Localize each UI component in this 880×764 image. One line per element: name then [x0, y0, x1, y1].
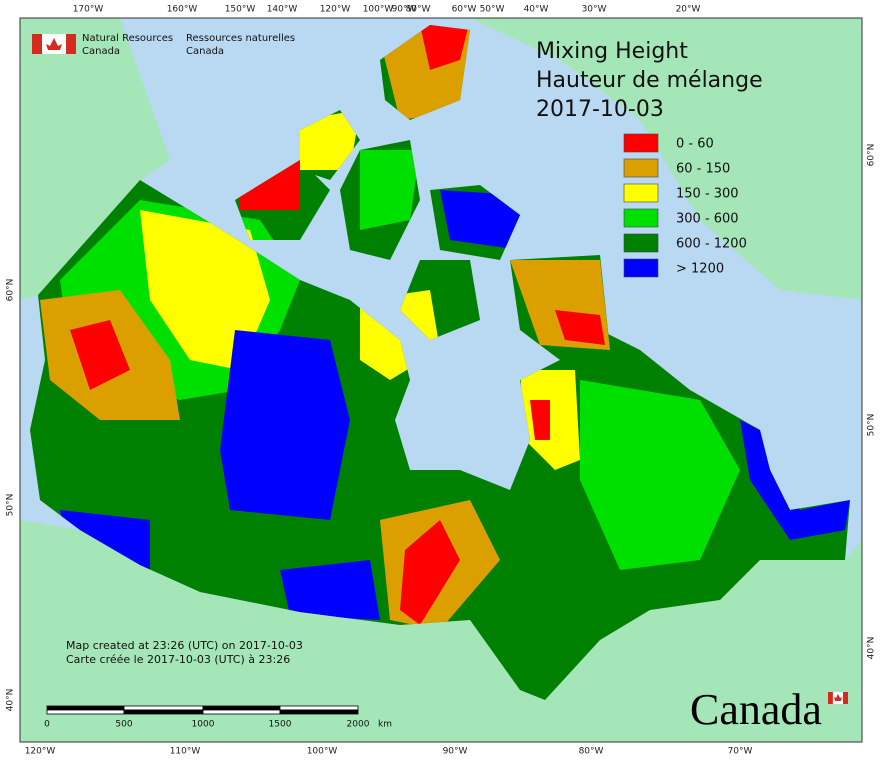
scale-label: 500	[115, 720, 132, 730]
latitude-label: 50°N	[6, 494, 16, 517]
map-title: Mixing Height	[536, 39, 688, 64]
canada-wordmark: Canada	[690, 685, 822, 734]
longitude-label: 150°W	[225, 5, 256, 15]
zone	[360, 150, 420, 230]
legend-swatch	[623, 233, 659, 253]
map-title: 2017-10-03	[536, 97, 664, 122]
zone	[220, 330, 350, 520]
agency-en: Natural Resources	[82, 33, 173, 44]
agency-fr: Canada	[186, 46, 224, 57]
longitude-label: 30°W	[582, 5, 607, 15]
longitude-label: 140°W	[267, 5, 298, 15]
longitude-label: 120°W	[320, 5, 351, 15]
longitude-label: 100°W	[363, 5, 394, 15]
legend-swatch	[623, 133, 659, 153]
scale-segment	[202, 709, 281, 715]
zone	[400, 520, 460, 625]
zone	[280, 560, 380, 620]
longitude-label: 50°W	[480, 5, 505, 15]
alaska	[20, 18, 170, 300]
longitude-label: 80°W	[579, 747, 604, 757]
legend-swatch	[623, 158, 659, 178]
scale-segment	[46, 709, 125, 715]
longitude-label: 160°W	[167, 5, 198, 15]
agency-en: Canada	[82, 46, 120, 57]
longitude-label: 40°W	[524, 5, 549, 15]
latitude-label: 60°N	[867, 144, 877, 167]
legend-swatch	[623, 183, 659, 203]
longitude-label: 110°W	[170, 747, 201, 757]
map-note: Map created at 23:26 (UTC) on 2017-10-03	[66, 639, 303, 652]
longitude-label: 90°W	[392, 5, 417, 15]
zone	[140, 210, 270, 370]
latitude-label: 40°N	[867, 637, 877, 660]
map-title: Hauteur de mélange	[536, 68, 763, 93]
scale-unit: km	[378, 720, 392, 730]
zone	[580, 380, 740, 570]
zone	[440, 190, 520, 250]
scale-segment	[279, 709, 359, 715]
scale-label: 0	[44, 720, 50, 730]
mixing-height-field	[40, 25, 850, 630]
legend-swatch	[623, 258, 659, 278]
longitude-label: 90°W	[443, 747, 468, 757]
zone	[300, 110, 360, 170]
map-frame	[19, 17, 863, 743]
zone	[70, 320, 130, 390]
canada-wordmark-flag	[828, 691, 848, 705]
zone	[530, 400, 550, 440]
scale-segment	[46, 705, 125, 711]
latitude-label: 40°N	[6, 689, 16, 712]
latitude-label: 60°N	[6, 279, 16, 302]
agency-fr: Ressources naturelles	[186, 33, 295, 44]
longitude-label: 170°W	[73, 5, 104, 15]
legend-label: 150 - 300	[676, 187, 739, 202]
scale-segment	[123, 709, 204, 715]
greenland	[470, 18, 862, 300]
longitude-label: 70°W	[728, 747, 753, 757]
scale-bar: 0 500 1000 1500 2000 km	[44, 705, 392, 730]
scale-segment	[123, 705, 204, 711]
legend-label: > 1200	[676, 262, 724, 277]
map-base	[20, 18, 862, 742]
nrcan-flag	[32, 34, 76, 54]
zone	[420, 25, 470, 70]
longitude-label: 100°W	[307, 747, 338, 757]
scale-label: 1500	[269, 720, 292, 730]
legend-swatch	[623, 208, 659, 228]
scale-label: 2000	[347, 720, 370, 730]
legend-label: 60 - 150	[676, 162, 730, 177]
scale-segment	[279, 705, 359, 711]
longitude-label: 80°W	[406, 5, 431, 15]
longitude-label: 20°W	[676, 5, 701, 15]
legend-label: 300 - 600	[676, 212, 739, 227]
legend-label: 0 - 60	[676, 137, 714, 152]
longitude-label: 120°W	[25, 747, 56, 757]
united-states	[20, 520, 862, 742]
scale-segment	[202, 705, 281, 711]
zone	[555, 310, 605, 345]
scale-label: 1000	[192, 720, 215, 730]
latitude-label: 50°N	[867, 414, 877, 437]
longitude-label: 60°W	[452, 5, 477, 15]
legend-label: 600 - 1200	[676, 237, 747, 252]
map-note: Carte créée le 2017-10-03 (UTC) à 23:26	[66, 653, 290, 666]
